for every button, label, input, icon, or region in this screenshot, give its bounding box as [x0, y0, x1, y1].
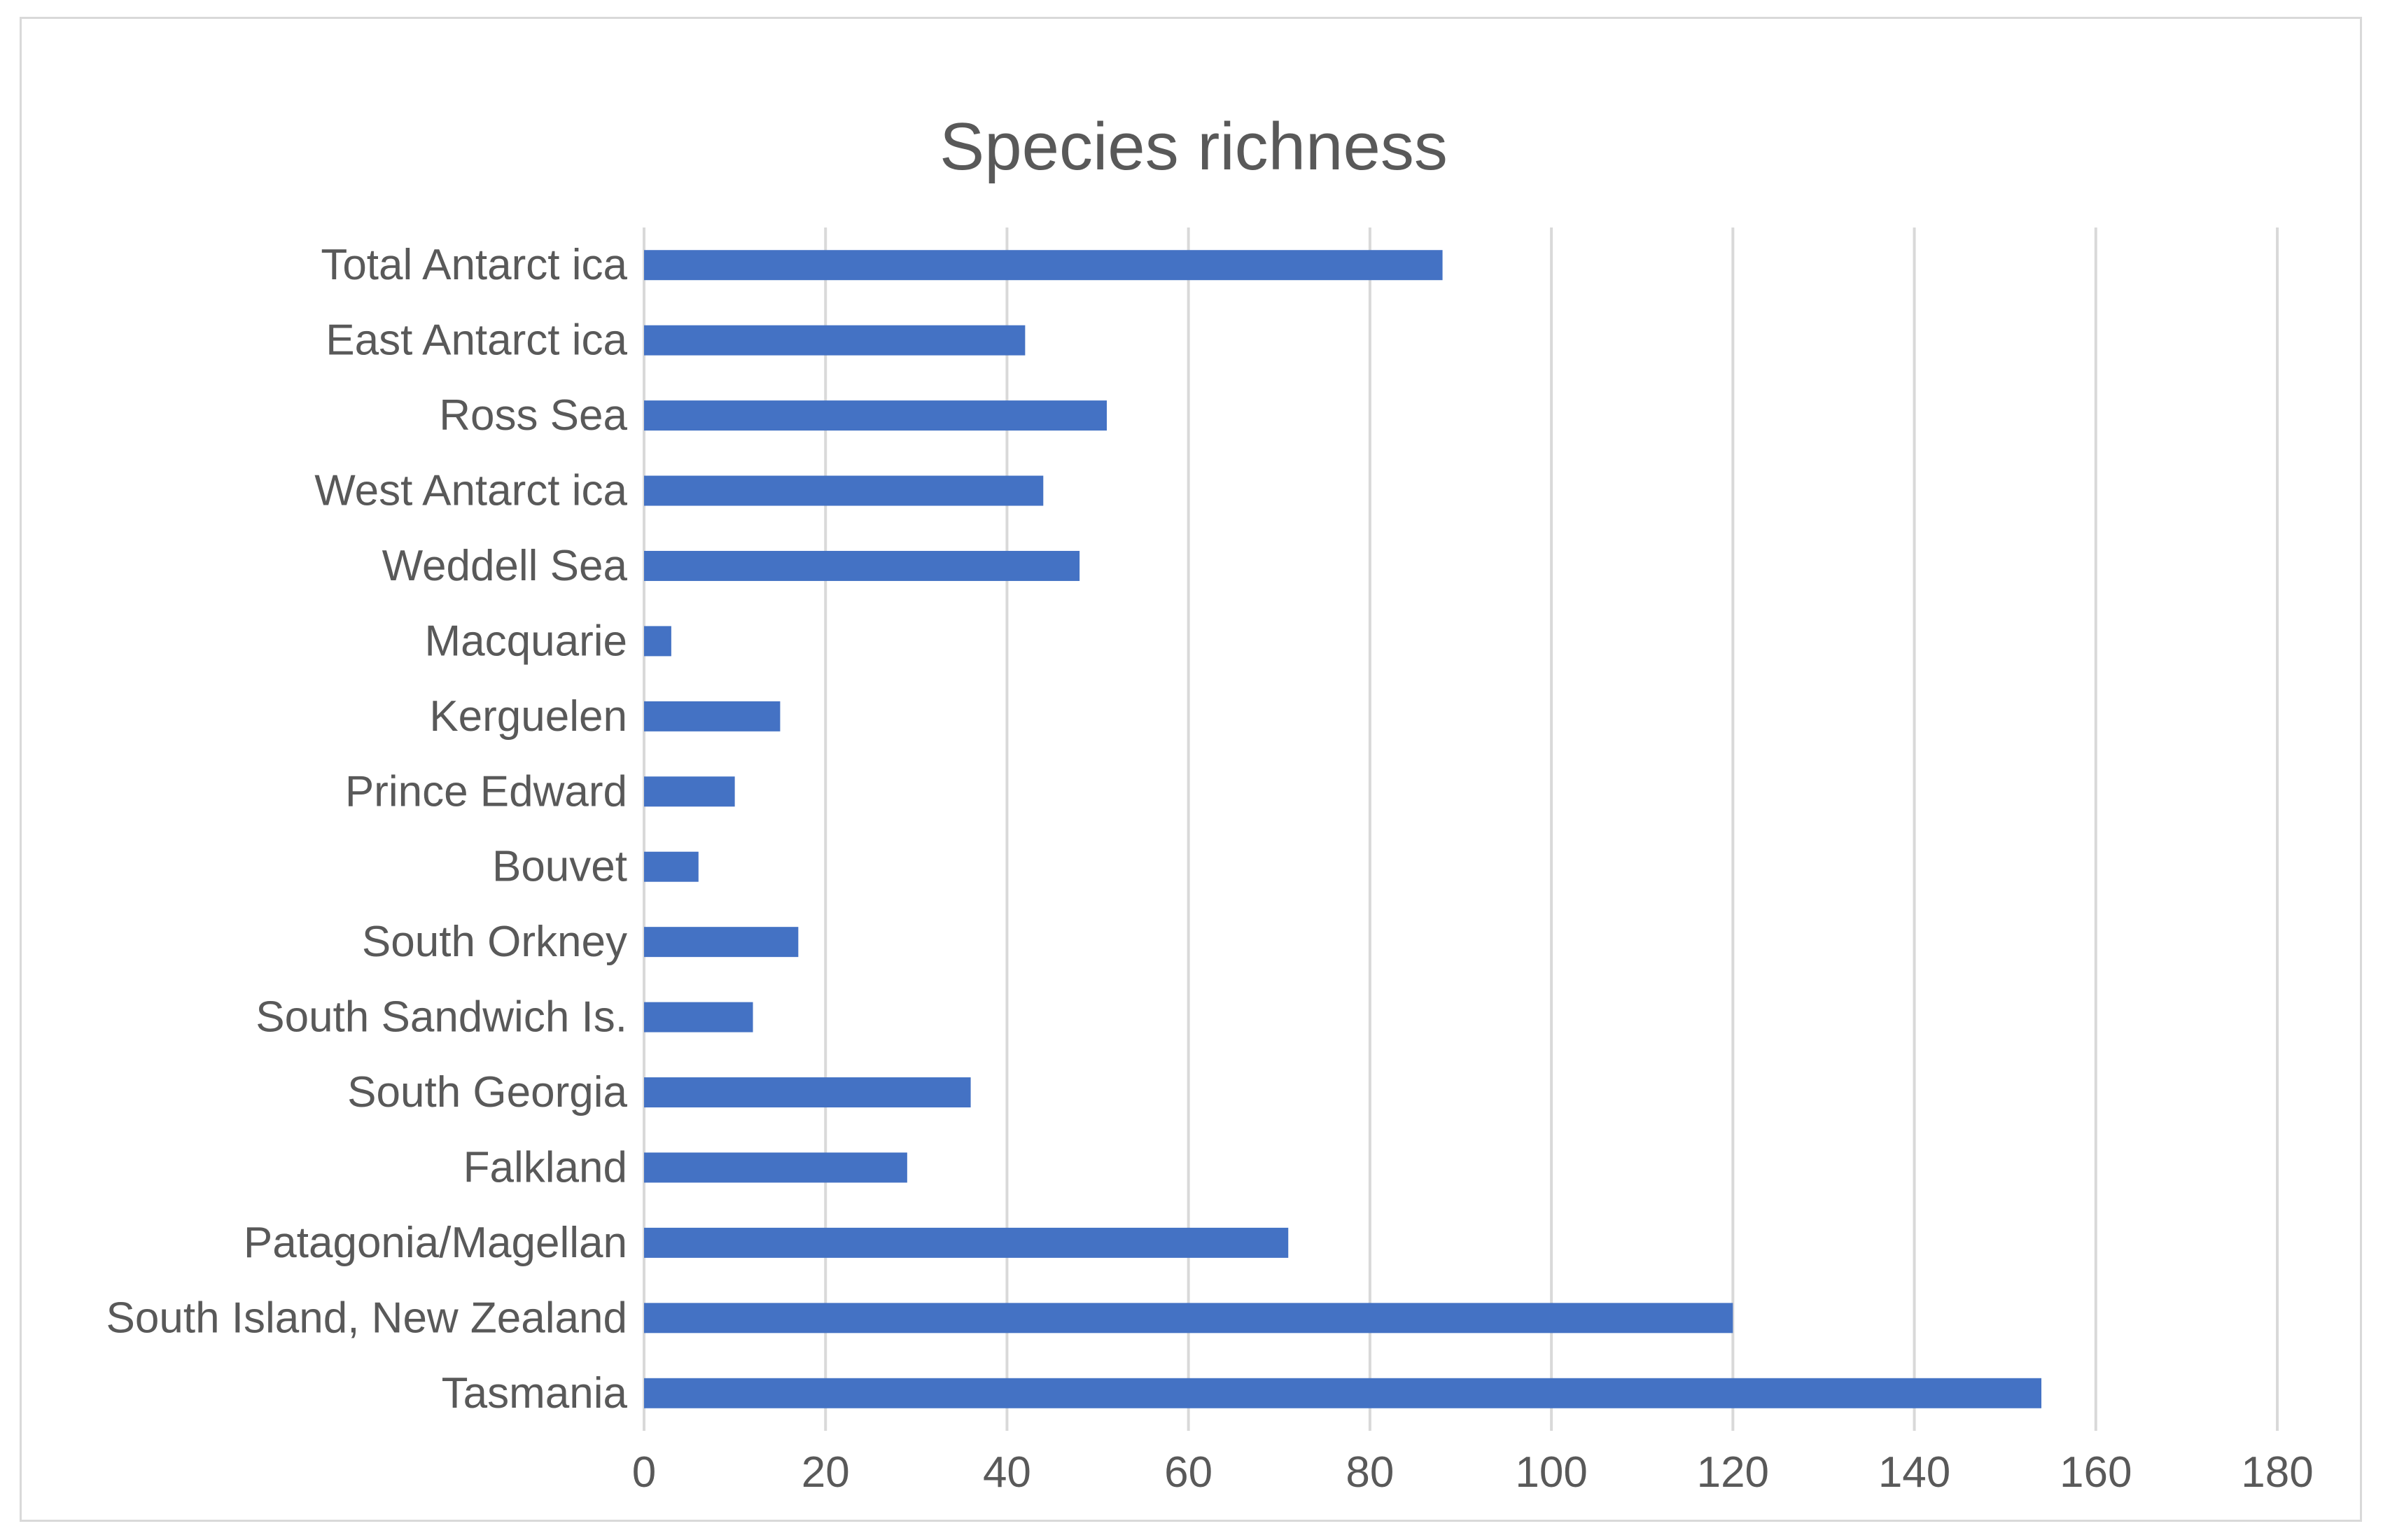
- category-label: Tasmania: [442, 1369, 628, 1418]
- x-tick-label: 60: [1164, 1448, 1213, 1497]
- category-labels: Total Antarct ica East Antarct ica Ross Se…: [106, 241, 628, 1418]
- bar: [644, 1378, 2042, 1408]
- bar: [644, 851, 699, 882]
- x-tick-label: 0: [632, 1448, 656, 1497]
- chart-title: Species richness: [939, 109, 1448, 184]
- category-label: East Antarct ica: [326, 316, 627, 365]
- x-tick-label: 120: [1697, 1448, 1769, 1497]
- x-tick-label: 140: [1878, 1448, 1950, 1497]
- category-label: Falkland: [463, 1143, 627, 1191]
- bar: [644, 776, 735, 807]
- x-tick-label: 40: [983, 1448, 1031, 1497]
- bar: [644, 550, 1080, 581]
- bars: [644, 250, 2042, 1408]
- x-tick-label: 180: [2241, 1448, 2313, 1497]
- category-label: South Sandwich Is.: [256, 993, 627, 1042]
- category-label: Prince Edward: [345, 767, 627, 816]
- category-label: South Island, New Zealand: [106, 1294, 627, 1342]
- category-label: Macquarie: [425, 617, 627, 665]
- x-tick-label: 80: [1346, 1448, 1394, 1497]
- bar: [644, 250, 1443, 281]
- bar: [644, 325, 1026, 356]
- bar: [644, 475, 1044, 506]
- chart-frame: Species richness Total Antarct ica East A…: [20, 17, 2362, 1522]
- category-label: South Orkney: [362, 918, 627, 966]
- category-label: Ross Sea: [439, 391, 627, 440]
- bar: [644, 1303, 1733, 1334]
- x-tick-label: 20: [802, 1448, 850, 1497]
- x-tick-label: 100: [1515, 1448, 1587, 1497]
- category-label: Bouvet: [492, 843, 627, 891]
- category-label: Total Antarct ica: [321, 241, 627, 289]
- x-tick-labels: 0 20 40 60 80 100 120 140 160 180: [632, 1448, 2314, 1497]
- bar: [644, 1077, 971, 1108]
- bar: [644, 1002, 753, 1032]
- bar: [644, 927, 799, 958]
- bar: [644, 1152, 907, 1183]
- bar: [644, 1227, 1289, 1258]
- bar: [644, 701, 781, 732]
- category-label: Kerguelen: [429, 692, 627, 741]
- category-label: Patagonia/Magellan: [244, 1219, 627, 1267]
- x-tick-label: 160: [2060, 1448, 2132, 1497]
- bar-chart: Species richness Total Antarct ica East A…: [106, 109, 2314, 1497]
- bar: [644, 400, 1107, 431]
- category-label: South Georgia: [347, 1068, 627, 1116]
- bar: [644, 626, 671, 657]
- category-label: West Antarct ica: [314, 467, 627, 515]
- category-label: Weddell Sea: [382, 542, 628, 590]
